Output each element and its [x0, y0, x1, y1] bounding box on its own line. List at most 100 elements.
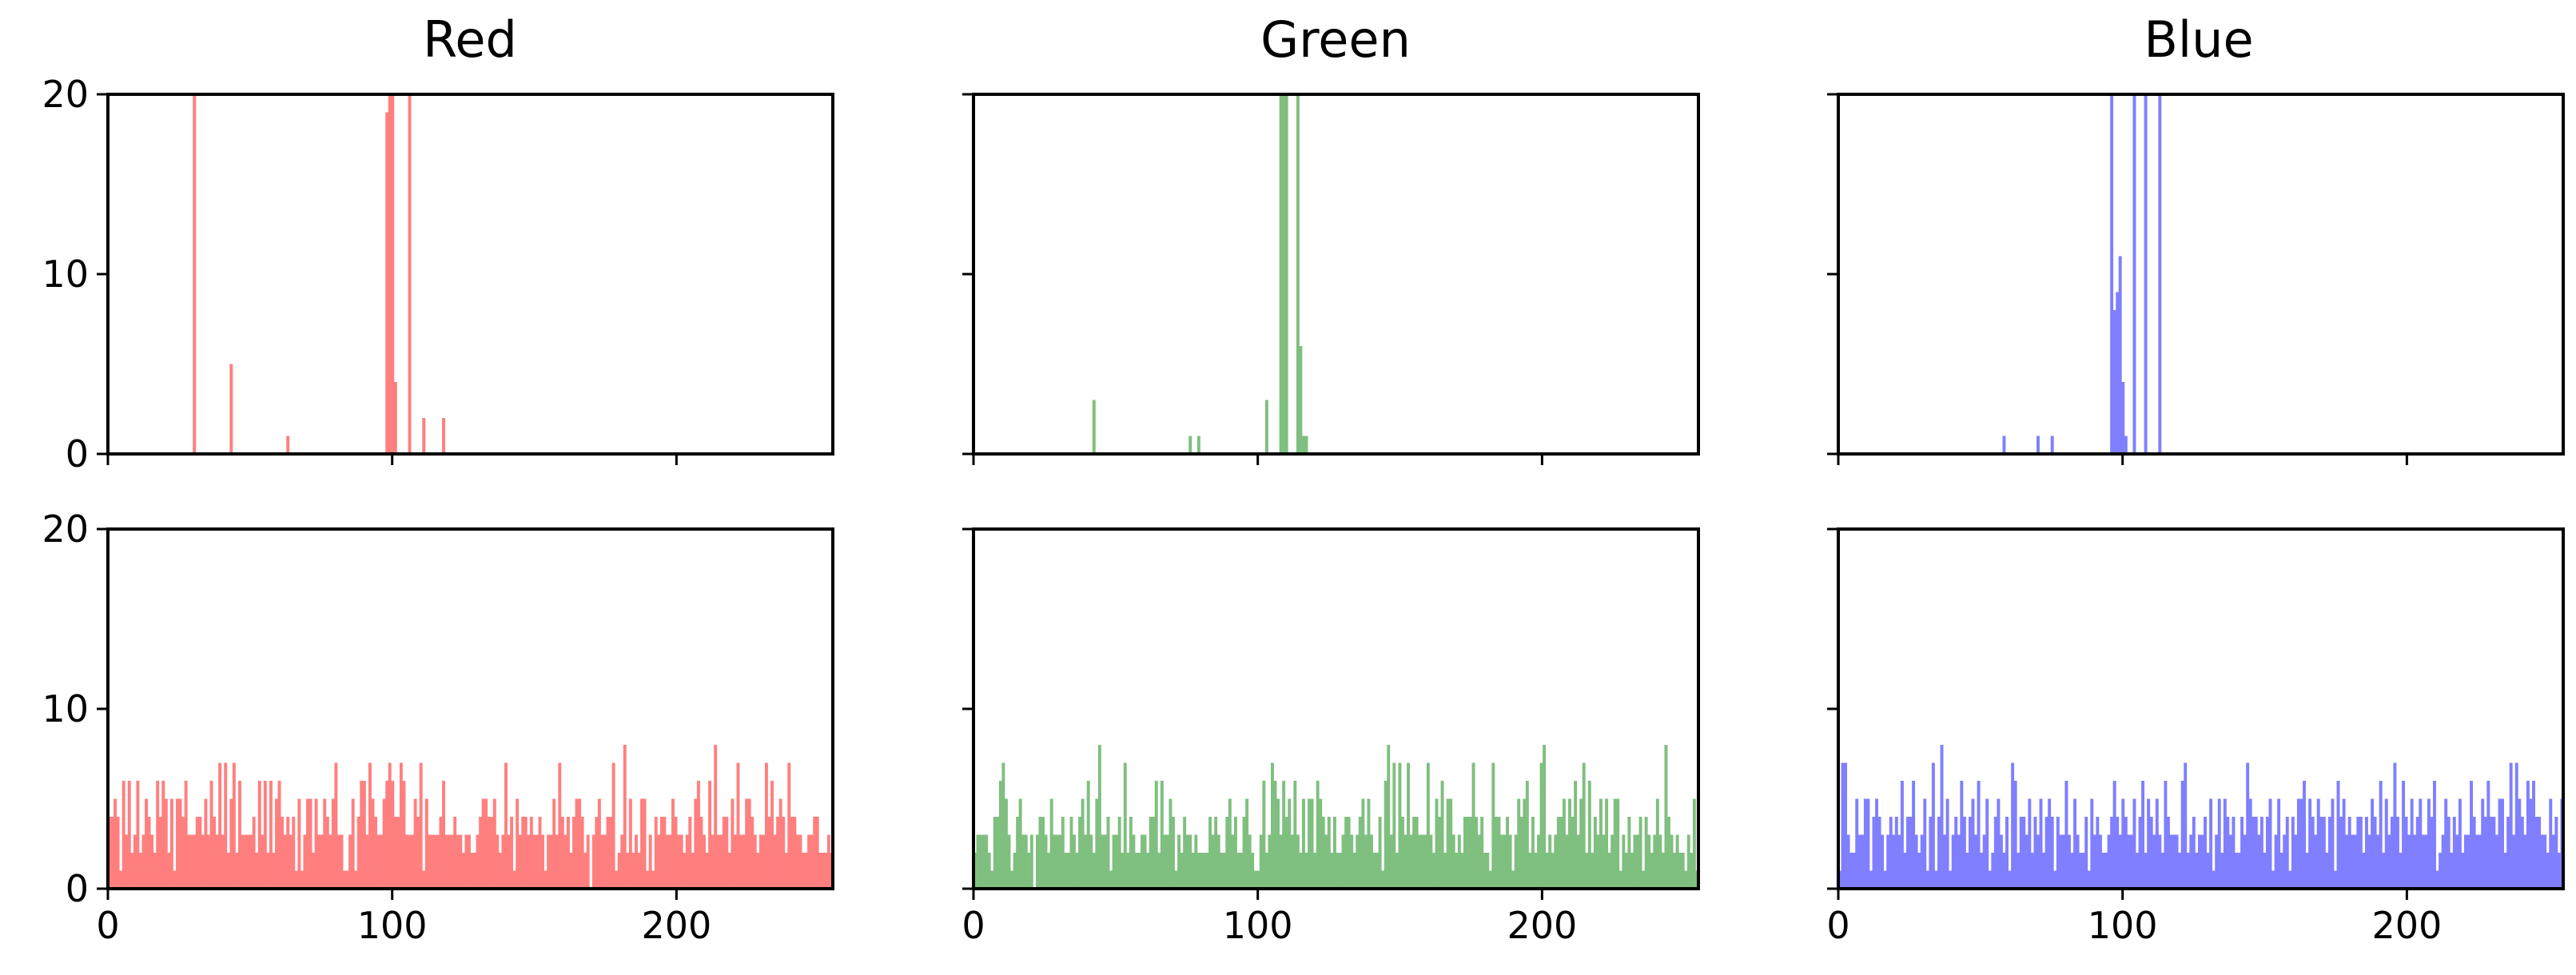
- histogram-bar: [374, 817, 377, 889]
- histogram-bar: [2325, 853, 2329, 889]
- histogram-bar: [176, 798, 179, 889]
- histogram-bar: [516, 798, 520, 889]
- histogram-bar: [2030, 853, 2034, 889]
- histogram-bar: [651, 870, 655, 889]
- histogram-bar: [428, 834, 432, 889]
- histogram-bar: [2127, 834, 2131, 889]
- histogram-bar: [2384, 798, 2388, 889]
- histogram-bar: [2452, 817, 2456, 889]
- histogram-bar: [479, 817, 483, 889]
- histogram-bar: [1027, 853, 1031, 889]
- histogram-bar: [1044, 834, 1048, 889]
- histogram-bar: [306, 798, 309, 889]
- histogram-bar: [1364, 834, 1368, 889]
- histogram-bar: [583, 853, 587, 889]
- histogram-bar: [1228, 798, 1232, 889]
- histogram-bar: [677, 834, 681, 889]
- histogram-bar: [2413, 834, 2417, 889]
- histogram-bar: [1960, 781, 1964, 889]
- histogram-bar: [2118, 256, 2122, 454]
- histogram-bar: [734, 834, 737, 889]
- histogram-bar: [1398, 762, 1402, 889]
- histogram-bar: [2124, 817, 2128, 889]
- histogram-bar: [2073, 798, 2077, 889]
- histogram-bar: [1548, 834, 1552, 889]
- histogram-bar: [518, 834, 522, 889]
- panel-red-row-1: 0 10 20: [42, 73, 834, 476]
- histogram-bar: [1968, 817, 1972, 889]
- histogram-bar: [628, 798, 632, 889]
- histogram-bar: [512, 870, 516, 889]
- histogram-bar: [1633, 834, 1637, 889]
- histogram-bar: [1038, 817, 1042, 889]
- histogram-bar: [2373, 817, 2377, 889]
- histogram-bar: [1211, 834, 1215, 889]
- histogram-bar: [411, 834, 415, 889]
- histogram-bar: [1974, 834, 1977, 889]
- histogram-bar: [2501, 798, 2504, 889]
- histogram-bar: [2056, 817, 2060, 889]
- histogram-bar: [2322, 817, 2326, 889]
- histogram-bar: [1925, 870, 1929, 889]
- histogram-bar: [807, 834, 811, 889]
- histogram-bar: [2067, 834, 2071, 889]
- histogram-bar: [464, 834, 468, 889]
- histogram-bar: [461, 853, 465, 889]
- histogram-bar: [2064, 781, 2068, 889]
- histogram-bar: [1914, 834, 1918, 889]
- histogram-bar: [1367, 798, 1371, 889]
- column-title-red: Red: [423, 10, 517, 69]
- histogram-bar: [1931, 762, 1935, 889]
- histogram-bar: [1511, 870, 1515, 889]
- histogram-bar: [2444, 798, 2448, 889]
- histogram-bar: [2339, 817, 2343, 889]
- histogram-bar: [1271, 762, 1274, 889]
- histogram-bar: [2268, 798, 2272, 889]
- histogram-bar: [2387, 834, 2391, 889]
- histogram-bar: [456, 834, 460, 889]
- histogram-bar: [770, 781, 774, 889]
- histogram-bar: [1313, 853, 1317, 889]
- histogram-bar: [990, 870, 994, 889]
- histogram-bar: [1344, 817, 1348, 889]
- histogram-bar: [246, 834, 250, 889]
- histogram-bar: [1466, 817, 1470, 889]
- histogram-bar: [2540, 834, 2544, 889]
- histogram-bar: [1954, 817, 1958, 889]
- histogram-bar: [2288, 870, 2292, 889]
- histogram-bar: [665, 834, 669, 889]
- histogram-bar: [2254, 817, 2258, 889]
- histogram-bar: [795, 834, 799, 889]
- histogram-bar: [2427, 798, 2431, 889]
- histogram-bar: [2435, 870, 2439, 889]
- histogram-bar: [813, 817, 817, 889]
- histogram-bars: [973, 745, 1698, 889]
- histogram-bar: [1251, 853, 1255, 889]
- histogram-bar: [2076, 834, 2080, 889]
- histogram-bar: [424, 798, 428, 889]
- histogram-bar: [1883, 870, 1887, 889]
- histogram-bar: [2415, 817, 2419, 889]
- histogram-bar: [255, 853, 259, 889]
- histogram-bar: [249, 834, 253, 889]
- histogram-bar: [2237, 853, 2241, 889]
- histogram-bar: [767, 817, 771, 889]
- histogram-bar: [1253, 870, 1257, 889]
- histogram-bar: [1129, 817, 1133, 889]
- histogram-bar: [1141, 834, 1144, 889]
- histogram-bar: [1188, 834, 1192, 889]
- histogram-bar: [1121, 853, 1125, 889]
- histogram-bar: [141, 834, 145, 889]
- histogram-bar: [2265, 817, 2269, 889]
- histogram-bar: [1613, 798, 1617, 889]
- histogram-bar: [1653, 834, 1657, 889]
- histogram-bar: [314, 798, 318, 889]
- histogram-bar: [1245, 798, 1249, 889]
- histogram-bar: [459, 834, 463, 889]
- histogram-bar: [2399, 853, 2403, 889]
- histogram-bar: [696, 781, 700, 889]
- histogram-bar: [1196, 853, 1200, 889]
- histogram-bar: [575, 798, 579, 889]
- histogram-bar: [476, 834, 480, 889]
- histogram-bar: [2259, 817, 2263, 889]
